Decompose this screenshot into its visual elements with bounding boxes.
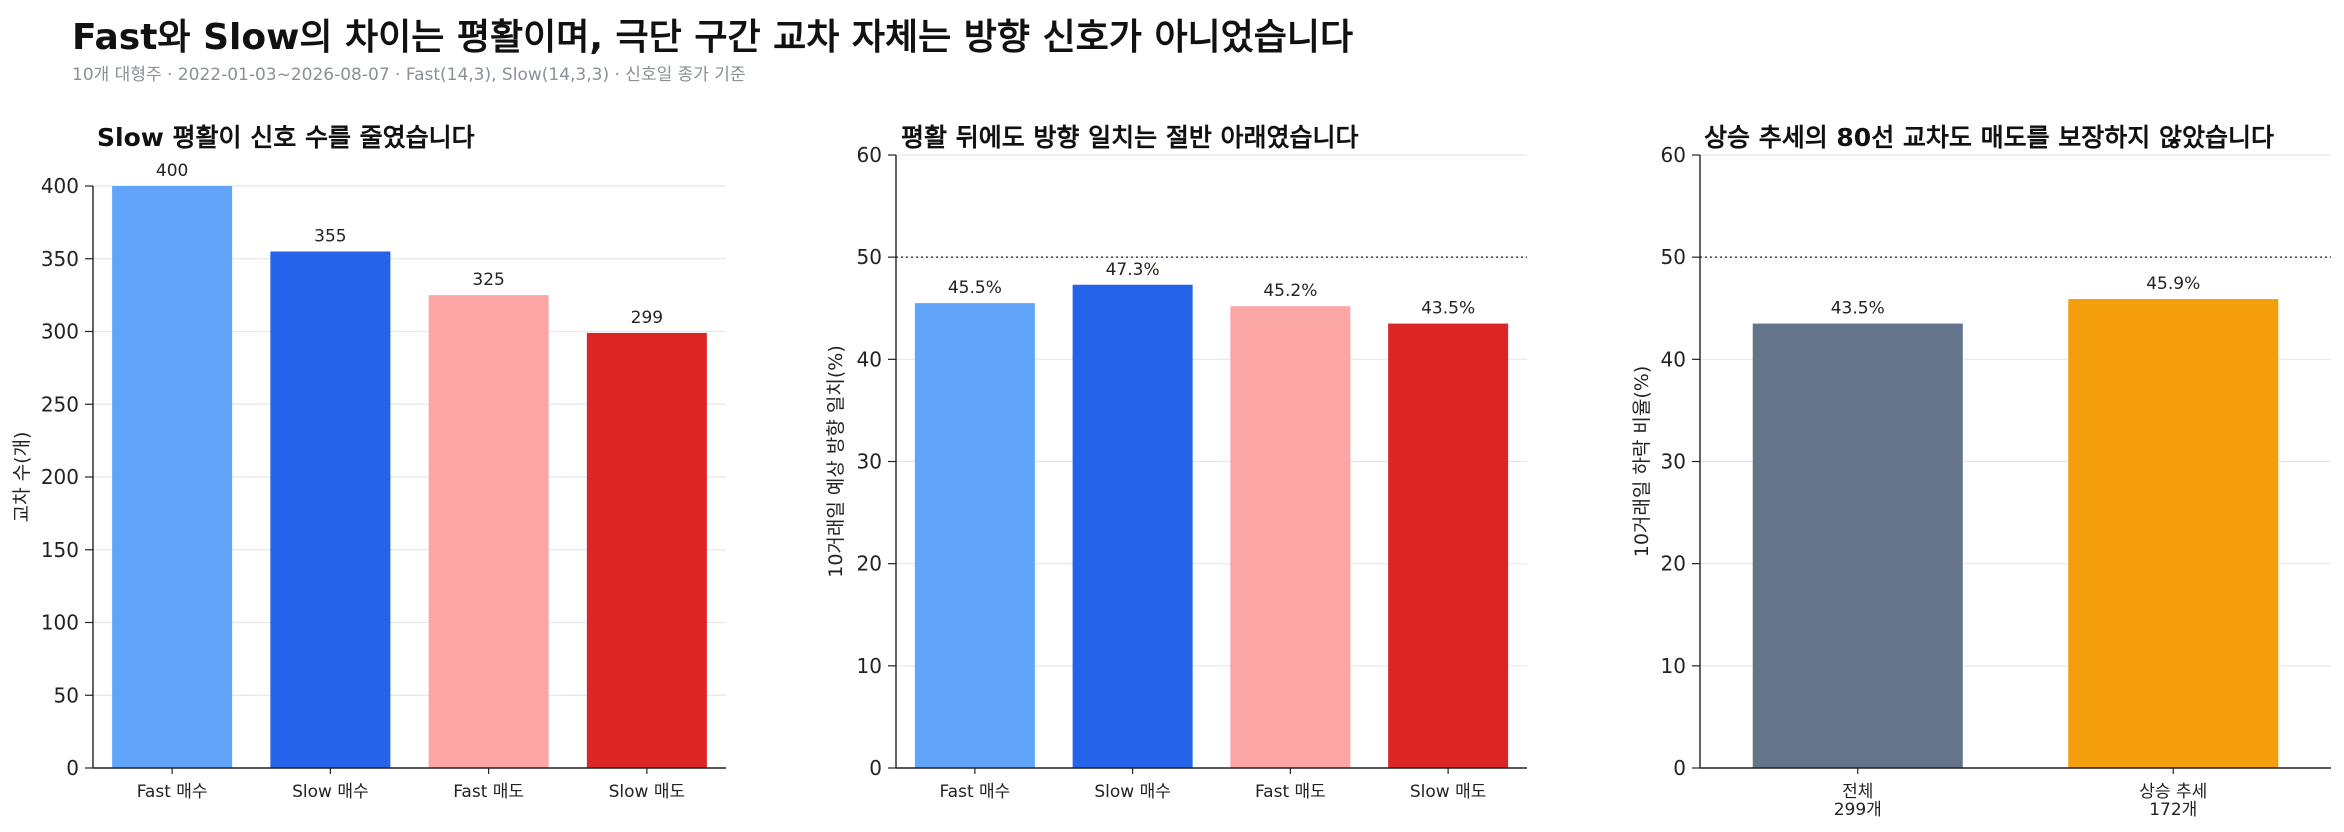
y-tick-label: 400 <box>41 174 79 198</box>
bar <box>428 295 549 768</box>
y-tick-label: 100 <box>41 611 79 635</box>
data-label: 45.2% <box>1263 281 1317 301</box>
y-tick-label: 40 <box>1661 347 1686 371</box>
y-tick-label: 50 <box>857 245 882 269</box>
y-tick-label: 60 <box>1661 143 1686 167</box>
chart-panel-2: 평활 뒤에도 방향 일치는 절반 아래였습니다 0 10 20 30 40 50 60 10거래… <box>825 123 1527 802</box>
bar <box>914 303 1035 768</box>
data-label: 43.5% <box>1421 299 1475 319</box>
data-label: 43.5% <box>1831 299 1885 319</box>
bar <box>112 186 233 768</box>
x-tick-label: Fast 매수 <box>939 782 1010 802</box>
bar <box>1230 306 1351 768</box>
y-tick-label: 150 <box>41 538 79 562</box>
y-tick-label: 250 <box>41 392 79 416</box>
x-tick-label: Fast 매도 <box>1255 782 1326 802</box>
x-tick-label: 전체 <box>1842 782 1873 802</box>
y-tick-label: 30 <box>1661 450 1686 474</box>
y-tick-label: 200 <box>41 465 79 489</box>
x-tick-label: 299개 <box>1834 800 1882 820</box>
y-tick-label: 40 <box>857 347 882 371</box>
y-tick-label: 300 <box>41 320 79 344</box>
y-tick-label: 50 <box>1661 245 1686 269</box>
y-axis-label: 교차 수(개) <box>11 432 33 523</box>
y-tick-label: 0 <box>66 756 79 780</box>
data-label: 325 <box>472 270 504 290</box>
bar <box>270 251 391 769</box>
y-tick-label: 60 <box>857 143 882 167</box>
x-tick-label: Slow 매도 <box>609 782 686 802</box>
x-tick-label: 172개 <box>2149 800 2197 820</box>
bar <box>1388 323 1509 768</box>
data-label: 45.9% <box>2146 274 2200 294</box>
y-tick-label: 0 <box>869 756 882 780</box>
x-tick-label: 상승 추세 <box>2139 782 2207 802</box>
data-label: 299 <box>631 308 663 328</box>
y-tick-label: 50 <box>54 683 79 707</box>
data-label: 355 <box>314 226 346 246</box>
page-title: Fast와 Slow의 차이는 평활이며, 극단 구간 교차 자체는 방향 신호… <box>72 17 1354 58</box>
y-axis-label: 10거래일 하락 비율(%) <box>1631 366 1653 558</box>
bar <box>1072 284 1193 768</box>
data-label: 47.3% <box>1106 260 1160 280</box>
y-tick-label: 20 <box>857 552 882 576</box>
x-tick-label: Fast 매도 <box>453 782 524 802</box>
bar <box>1752 323 1963 768</box>
page-subtitle: 10개 대형주 · 2022-01-03~2026-08-07 · Fast(1… <box>72 65 746 85</box>
x-tick-label: Slow 매도 <box>1410 782 1487 802</box>
panel-title: Slow 평활이 신호 수를 줄였습니다 <box>97 123 475 152</box>
data-label: 400 <box>156 161 188 181</box>
chart-panel-3: 상승 추세의 80선 교차도 매도를 보장하지 않았습니다 0 10 20 30 40 50… <box>1631 123 2331 820</box>
y-tick-label: 350 <box>41 247 79 271</box>
y-tick-label: 10 <box>1661 654 1686 678</box>
y-tick-label: 10 <box>857 654 882 678</box>
panel-title: 상승 추세의 80선 교차도 매도를 보장하지 않았습니다 <box>1704 123 2274 152</box>
bar <box>586 332 707 768</box>
x-tick-label: Fast 매수 <box>137 782 208 802</box>
y-tick-label: 20 <box>1661 552 1686 576</box>
panel-title: 평활 뒤에도 방향 일치는 절반 아래였습니다 <box>901 123 1359 152</box>
y-axis-label: 10거래일 예상 방향 일치(%) <box>825 345 847 578</box>
y-tick-label: 0 <box>1673 756 1686 780</box>
x-tick-label: Slow 매수 <box>1094 782 1171 802</box>
y-tick-label: 30 <box>857 450 882 474</box>
x-tick-label: Slow 매수 <box>292 782 369 802</box>
bar <box>2068 299 2279 768</box>
chart-panel-1: Slow 평활이 신호 수를 줄였습니다 0 50 100 150 200 250 300 35… <box>11 123 726 802</box>
data-label: 45.5% <box>948 278 1002 298</box>
